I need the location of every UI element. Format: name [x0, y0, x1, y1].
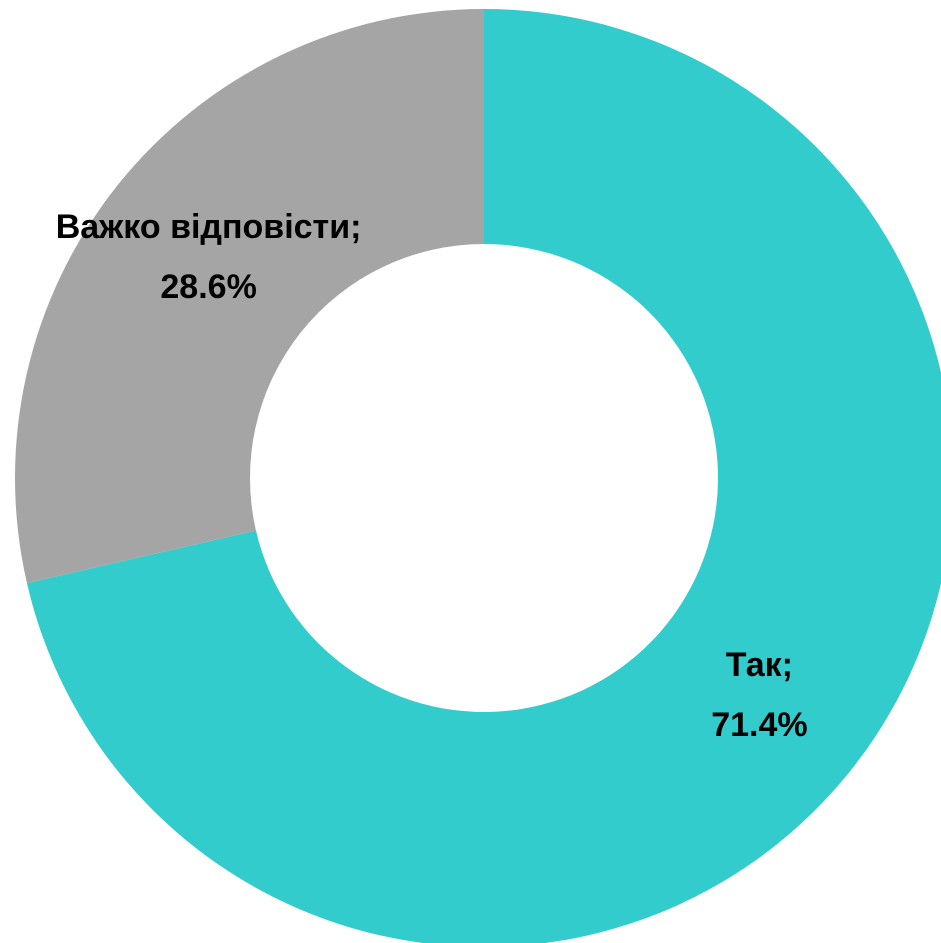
- data-label: Так; 71.4%: [711, 646, 807, 744]
- data-label: Важко відповісти; 28.6%: [56, 208, 362, 306]
- label-category: Так;: [726, 646, 793, 684]
- label-name: Важко відповісти: [56, 208, 350, 246]
- label-name: Так: [726, 646, 783, 684]
- label-category: Важко відповісти;: [56, 208, 362, 246]
- donut-slice: [14, 9, 484, 584]
- label-value: 28.6%: [160, 268, 256, 306]
- label-separator: ;: [782, 646, 793, 684]
- label-value: 71.4%: [711, 706, 807, 744]
- donut-slice: [26, 9, 941, 943]
- label-separator: ;: [350, 208, 361, 246]
